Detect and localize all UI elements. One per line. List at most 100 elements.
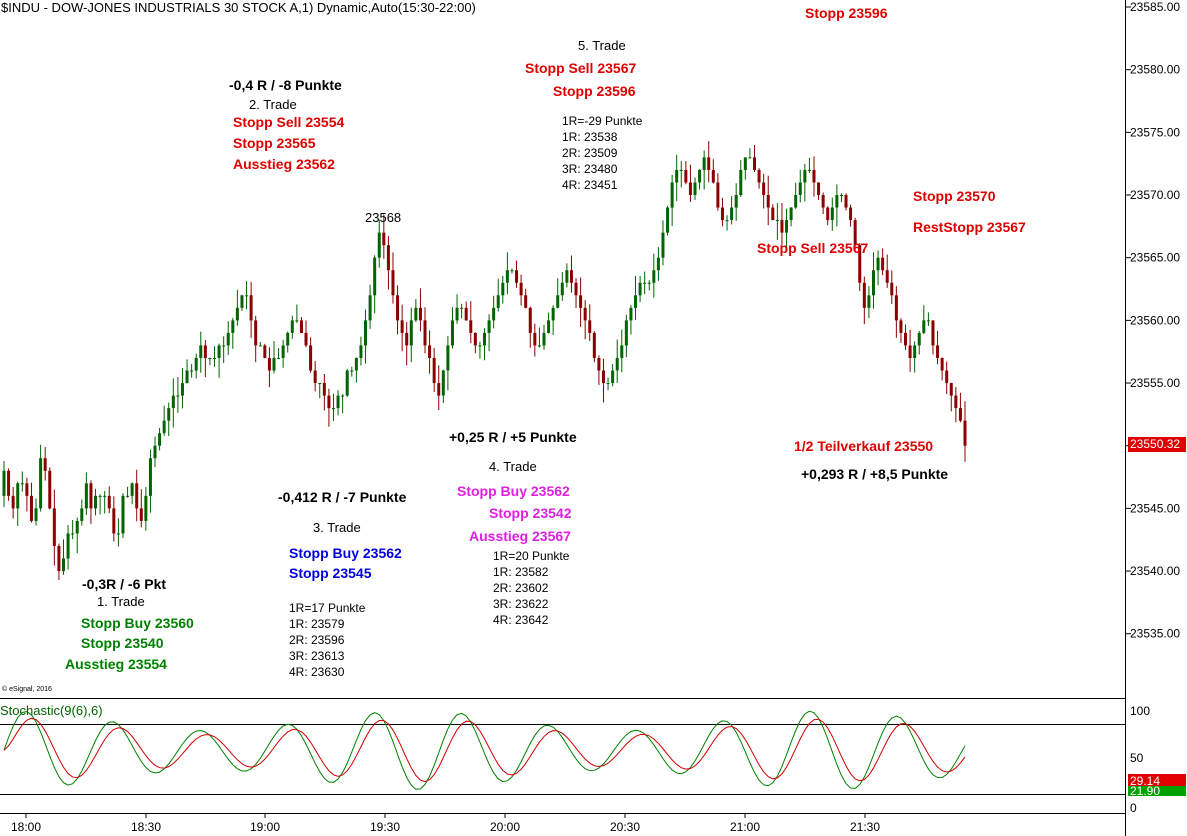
candle-body — [226, 332, 230, 346]
annotation: 3R: 23613 — [289, 649, 345, 663]
candle-body — [707, 157, 711, 170]
candle-body — [922, 320, 926, 333]
candle-body — [885, 270, 889, 283]
candle-body — [345, 370, 349, 396]
candle-body — [423, 320, 427, 346]
candle-body — [560, 282, 564, 296]
candle-body — [341, 395, 345, 397]
candle-body — [487, 320, 491, 333]
candle-body — [167, 408, 171, 421]
candle-body — [853, 220, 857, 246]
candle-body — [844, 195, 848, 208]
candle-body — [858, 245, 862, 283]
candle-body — [780, 220, 784, 233]
candle-body — [409, 320, 413, 346]
candle-body — [862, 282, 866, 308]
candles-group — [2, 141, 967, 580]
time-tick-label: 18:30 — [131, 820, 161, 834]
candle-body — [75, 520, 79, 534]
price-tick-label: 23555.00 — [1130, 376, 1180, 390]
annotation: 2R: 23509 — [562, 146, 618, 160]
annotation: RestStopp 23567 — [913, 219, 1026, 235]
annotation: Stopp Buy 23562 — [457, 483, 570, 499]
candle-body — [267, 357, 271, 371]
annotation: 1R: 23582 — [493, 565, 549, 579]
time-tick-label: 21:00 — [730, 820, 760, 834]
candle-body — [327, 395, 331, 409]
candle-body — [396, 295, 400, 321]
candle-body — [835, 195, 839, 208]
annotation: +0,25 R / +5 Punkte — [449, 429, 577, 445]
candle-body — [794, 195, 798, 208]
candle-body — [373, 257, 377, 296]
annotation: Stopp 23542 — [489, 505, 572, 521]
time-tick-label: 20:00 — [490, 820, 520, 834]
price-tick-label: 23585.00 — [1130, 0, 1180, 14]
candle-body — [258, 345, 262, 347]
candle-body — [126, 495, 130, 497]
candle-body — [386, 245, 390, 271]
candle-body — [66, 533, 70, 559]
candle-body — [359, 345, 363, 358]
candle-body — [331, 408, 335, 410]
candle-body — [592, 332, 596, 358]
candle-body — [533, 332, 537, 346]
candle-body — [926, 320, 930, 322]
candle-body — [666, 207, 670, 233]
annotation: 1. Trade — [97, 594, 145, 609]
annotation: Stopp Sell 23567 — [525, 60, 637, 76]
annotation: 1/2 Teilverkauf 23550 — [794, 438, 934, 454]
candle-body — [821, 195, 825, 208]
candle-body — [16, 483, 20, 509]
candle-body — [624, 320, 628, 346]
price-tick-label: 23560.00 — [1130, 313, 1180, 327]
candle-body — [931, 320, 935, 346]
candle-body — [720, 207, 724, 221]
candle-body — [766, 195, 770, 208]
candle-body — [57, 545, 61, 572]
candle-body — [634, 295, 638, 308]
time-tick-label: 19:00 — [250, 820, 280, 834]
candle-body — [336, 395, 340, 409]
candle-body — [446, 345, 450, 371]
candle-body — [249, 295, 253, 321]
annotation: 4R: 23451 — [562, 178, 618, 192]
candle-body — [730, 207, 734, 221]
candle-body — [702, 157, 706, 170]
annotation: Stopp Sell 23567 — [757, 240, 869, 256]
candle-body — [913, 345, 917, 358]
candle-body — [876, 257, 880, 271]
candle-body — [492, 307, 496, 321]
candle-body — [80, 508, 84, 521]
annotation: 2R: 23596 — [289, 633, 345, 647]
candle-body — [693, 182, 697, 196]
candle-body — [281, 345, 285, 358]
time-tick-label: 20:30 — [610, 820, 640, 834]
candle-body — [483, 332, 486, 346]
annotation: Ausstieg 23562 — [233, 156, 335, 172]
annotation: 4. Trade — [489, 459, 537, 474]
annotation: Stopp 23545 — [289, 565, 372, 581]
candle-body — [556, 295, 560, 308]
candle-body — [601, 370, 605, 384]
candle-body — [222, 345, 226, 347]
candle-body — [904, 332, 908, 346]
candle-body — [162, 420, 166, 434]
candle-body — [171, 395, 175, 409]
stochastic-d-line — [3, 717, 966, 783]
candle-body — [807, 169, 811, 171]
annotation: -0,412 R / -7 Punkte — [278, 489, 407, 505]
annotation: Stopp 23596 — [805, 5, 888, 21]
candle-body — [469, 320, 473, 333]
annotation: -0,4 R / -8 Punkte — [229, 77, 342, 93]
candle-body — [670, 182, 674, 208]
candle-body — [871, 270, 875, 296]
candle-body — [789, 207, 793, 221]
candle-body — [748, 157, 752, 159]
candle-body — [894, 295, 898, 321]
candle-body — [881, 257, 885, 271]
candle-body — [350, 370, 354, 372]
candle-body — [116, 533, 120, 535]
candle-body — [839, 195, 843, 197]
